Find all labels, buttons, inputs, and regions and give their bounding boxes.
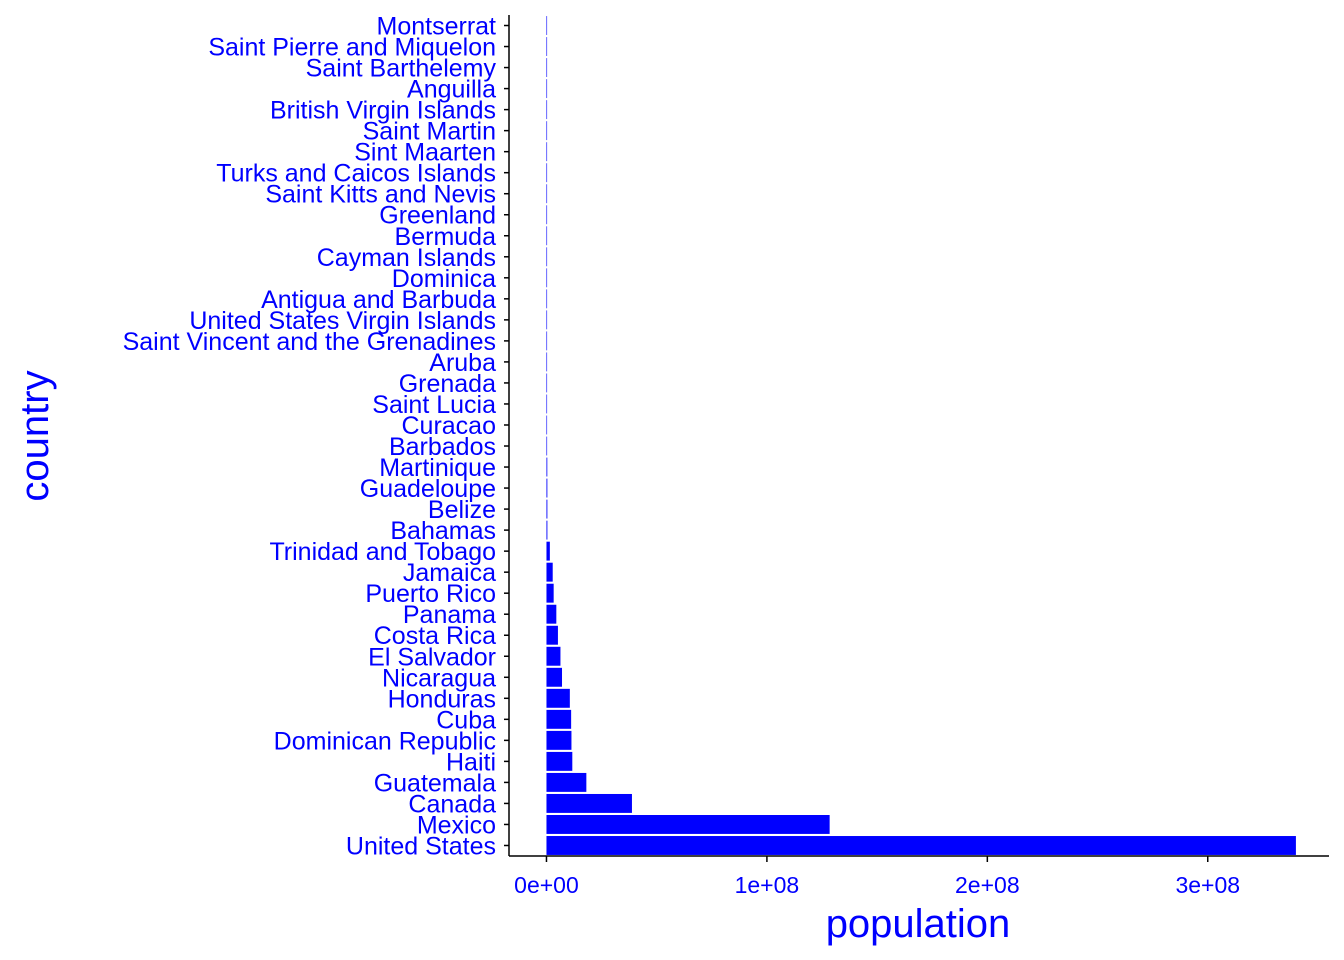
bar-cayman-islands	[546, 247, 548, 267]
bar-haiti	[546, 751, 573, 771]
bar-anguilla	[546, 79, 548, 99]
bar-honduras	[546, 688, 570, 708]
bar-british-virgin-islands	[546, 100, 548, 120]
bar-curacao	[546, 415, 548, 435]
bar-puerto-rico	[546, 583, 554, 603]
y-tick-label-saint-pierre-and-miquelon: Saint Pierre and Miquelon	[208, 34, 496, 62]
y-axis-title: country	[13, 370, 57, 501]
bar-saint-lucia	[546, 394, 548, 414]
bar-grenada	[546, 373, 548, 393]
y-tick-label-bahamas: Bahamas	[390, 517, 496, 545]
x-tick-label-0: 0e+00	[514, 872, 579, 898]
bar-greenland	[546, 205, 548, 225]
bar-saint-barthelemy	[546, 58, 548, 78]
y-tick-label-guadeloupe: Guadeloupe	[360, 475, 496, 503]
y-tick-label-saint-barthelemy: Saint Barthelemy	[306, 55, 497, 83]
y-tick-label-antigua-and-barbuda: Antigua and Barbuda	[261, 286, 496, 314]
bar-guadeloupe	[546, 478, 548, 498]
y-tick-label-panama: Panama	[403, 601, 496, 629]
y-tick-label-greenland: Greenland	[379, 202, 496, 230]
bar-bermuda	[546, 226, 548, 246]
bar-bahamas	[546, 520, 548, 540]
x-tick-label-1: 1e+08	[735, 872, 800, 898]
y-tick-label-puerto-rico: Puerto Rico	[365, 580, 496, 608]
x-axis-title: population	[826, 902, 1011, 946]
y-tick-label-barbados: Barbados	[389, 433, 496, 461]
bar-mexico	[546, 815, 830, 834]
bar-sint-maarten	[546, 142, 548, 162]
bar-canada	[546, 793, 632, 813]
bar-panama	[546, 604, 557, 624]
y-tick-label-sint-maarten: Sint Maarten	[354, 139, 496, 167]
bar-dominica	[546, 268, 548, 288]
bar-dominican-republic	[546, 730, 572, 750]
y-tick-label-saint-kitts-and-nevis: Saint Kitts and Nevis	[265, 181, 496, 209]
y-tick-label-saint-lucia: Saint Lucia	[372, 391, 496, 419]
y-tick-label-dominican-republic: Dominican Republic	[274, 727, 496, 755]
bar-turks-and-caicos-islands	[546, 163, 548, 183]
bar-antigua-and-barbuda	[546, 289, 548, 309]
y-tick-label-honduras: Honduras	[388, 685, 496, 713]
bar-saint-kitts-and-nevis	[546, 184, 548, 204]
bar-el-salvador	[546, 646, 561, 666]
bar-united-states	[546, 836, 1296, 855]
bar-barbados	[546, 436, 548, 456]
bars-layer	[546, 16, 1296, 855]
bar-belize	[546, 499, 548, 519]
bar-aruba	[546, 352, 548, 372]
y-tick-label-el-salvador: El Salvador	[368, 643, 496, 671]
y-tick-label-bermuda: Bermuda	[395, 223, 497, 251]
y-tick-label-guatemala: Guatemala	[374, 769, 496, 797]
y-tick-label-united-states-virgin-islands: United States Virgin Islands	[189, 307, 496, 335]
y-tick-label-anguilla: Anguilla	[407, 76, 496, 104]
y-tick-label-montserrat: Montserrat	[377, 13, 497, 41]
y-tick-label-united-states: United States	[346, 832, 496, 860]
bar-guatemala	[546, 772, 587, 792]
y-tick-label-martinique: Martinique	[379, 454, 496, 482]
y-tick-label-saint-martin: Saint Martin	[363, 118, 496, 146]
y-tick-label-nicaragua: Nicaragua	[382, 664, 496, 692]
x-tick-label-2: 2e+08	[955, 872, 1020, 898]
y-tick-label-saint-vincent-and-the-grenadines: Saint Vincent and the Grenadines	[123, 328, 496, 356]
y-tick-label-canada: Canada	[408, 790, 496, 818]
bar-cuba	[546, 709, 572, 729]
y-tick-label-mexico: Mexico	[417, 811, 496, 839]
bar-jamaica	[546, 562, 553, 582]
y-tick-label-aruba: Aruba	[429, 349, 496, 377]
y-tick-label-trinidad-and-tobago: Trinidad and Tobago	[269, 538, 496, 566]
y-tick-label-cuba: Cuba	[436, 706, 496, 734]
y-tick-label-curacao: Curacao	[402, 412, 497, 440]
bar-nicaragua	[546, 667, 563, 687]
bar-costa-rica	[546, 625, 558, 645]
bar-montserrat	[546, 16, 548, 35]
x-axis: 0e+00 1e+08 2e+08 3e+08	[509, 855, 1329, 898]
y-tick-label-cayman-islands: Cayman Islands	[317, 244, 496, 272]
y-tick-label-grenada: Grenada	[399, 370, 496, 398]
y-tick-label-british-virgin-islands: British Virgin Islands	[270, 97, 496, 125]
bar-united-states-virgin-islands	[546, 310, 548, 330]
y-tick-label-dominica: Dominica	[392, 265, 496, 293]
bar-saint-pierre-and-miquelon	[546, 37, 548, 56]
bar-saint-martin	[546, 121, 548, 141]
y-tick-label-turks-and-caicos-islands: Turks and Caicos Islands	[216, 160, 496, 188]
bar-trinidad-and-tobago	[546, 541, 550, 561]
bar-saint-vincent-and-the-grenadines	[546, 331, 548, 351]
bar-martinique	[546, 457, 548, 477]
y-tick-label-jamaica: Jamaica	[403, 559, 496, 587]
y-tick-label-haiti: Haiti	[446, 748, 496, 776]
y-tick-label-belize: Belize	[428, 496, 496, 524]
x-tick-label-3: 3e+08	[1175, 872, 1240, 898]
y-tick-label-costa-rica: Costa Rica	[374, 622, 496, 650]
